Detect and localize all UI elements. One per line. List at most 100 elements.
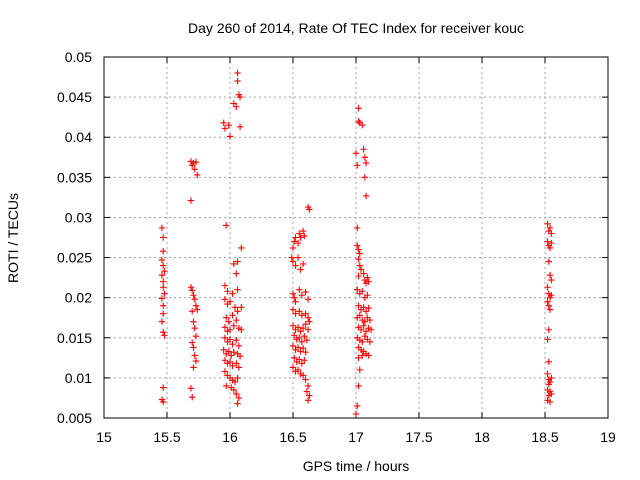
data-point-marker <box>226 133 234 140</box>
data-point-marker <box>360 146 367 153</box>
data-point-marker <box>355 272 362 280</box>
data-point-marker <box>187 284 195 291</box>
data-point-marker <box>546 398 554 406</box>
data-point-marker <box>304 397 312 404</box>
data-point-marker <box>548 230 555 237</box>
data-point-marker <box>544 220 551 228</box>
data-point-marker <box>292 298 299 305</box>
data-point-marker <box>362 192 370 199</box>
data-point-marker <box>158 318 166 325</box>
x-tick-labels: 15 15.5 16 16.5 17 17.5 18 18.5 19 <box>96 429 616 445</box>
data-point-marker <box>296 356 303 363</box>
data-point-marker <box>294 344 302 351</box>
data-point-marker <box>226 358 234 366</box>
x-tick-label: 15.5 <box>153 429 180 445</box>
data-point-marker <box>289 244 297 252</box>
data-point-marker <box>291 354 298 362</box>
data-point-marker <box>190 292 197 299</box>
data-point-marker <box>236 123 244 130</box>
data-point-marker <box>297 234 304 241</box>
data-point-marker <box>297 328 304 335</box>
data-point-marker <box>296 230 303 237</box>
data-point-marker <box>161 267 168 275</box>
data-point-marker <box>160 302 167 309</box>
data-point-marker <box>234 400 241 407</box>
x-tick-label: 15 <box>96 429 112 445</box>
data-point-marker <box>223 314 230 321</box>
y-tick-label: 0.045 <box>57 89 92 105</box>
data-point-marker <box>545 392 552 399</box>
data-point-marker <box>306 392 313 399</box>
data-point-marker <box>361 154 369 161</box>
data-point-marker <box>362 159 370 167</box>
data-point-marker <box>235 342 243 349</box>
data-point-marker <box>359 121 366 129</box>
y-tick-label: 0.015 <box>57 330 92 346</box>
y-tick-label: 0.025 <box>57 250 92 266</box>
data-point-marker <box>194 171 201 179</box>
data-point-marker <box>233 270 240 277</box>
data-point-marker <box>303 388 311 395</box>
data-point-marker <box>366 338 374 345</box>
data-point-marker <box>302 310 309 317</box>
data-point-marker <box>226 336 234 343</box>
data-point-marker <box>231 304 239 311</box>
data-point-marker <box>192 357 200 365</box>
data-point-marker <box>221 282 229 289</box>
x-tick-label: 16.5 <box>279 429 306 445</box>
data-point-marker <box>160 278 167 285</box>
x-tick-label: 19 <box>600 429 616 445</box>
data-point-marker <box>546 224 554 232</box>
data-point-marker <box>544 298 551 305</box>
data-point-marker <box>545 258 552 265</box>
data-point-marker <box>355 255 362 263</box>
data-point-marker <box>306 206 313 213</box>
data-point-marker <box>189 287 196 294</box>
data-point-marker <box>545 302 552 309</box>
data-point-marker <box>189 339 196 346</box>
data-point-marker <box>365 352 372 359</box>
data-point-marker <box>367 326 375 333</box>
data-point-marker <box>221 324 229 331</box>
data-point-marker <box>299 227 307 235</box>
data-point-marker <box>304 296 312 303</box>
data-point-marker <box>354 242 361 249</box>
data-point-marker <box>355 105 362 112</box>
data-point-marker <box>187 385 195 392</box>
data-point-marker <box>234 286 241 293</box>
chart-title: Day 260 of 2014, Rate Of TEC Index for r… <box>188 20 524 36</box>
data-point-marker <box>223 382 230 390</box>
data-point-marker <box>194 306 201 313</box>
data-point-marker <box>160 234 167 241</box>
data-point-marker <box>294 324 302 331</box>
data-point-marker <box>294 366 302 374</box>
data-point-marker <box>224 288 231 295</box>
data-point-marker <box>357 326 365 333</box>
data-point-marker <box>357 266 365 273</box>
data-point-marker <box>301 332 308 340</box>
data-point-marker <box>158 256 166 264</box>
x-tick-label: 18.5 <box>531 429 558 445</box>
data-point-marker <box>301 357 308 364</box>
y-tick-labels: 0.005 0.01 0.015 0.02 0.025 0.03 0.035 0.04 0.04… <box>57 49 92 426</box>
data-point-marker <box>289 258 297 265</box>
data-point-marker <box>190 344 197 351</box>
data-point-marker <box>291 332 298 339</box>
data-point-marker <box>301 232 308 240</box>
data-point-marker <box>296 334 303 341</box>
data-point-marker <box>221 368 229 375</box>
data-point-marker <box>160 310 167 317</box>
x-axis-label: GPS time / hours <box>303 458 410 474</box>
y-tick-label: 0.02 <box>65 290 92 306</box>
data-point-marker <box>191 166 198 173</box>
x-tick-label: 18 <box>474 429 490 445</box>
data-point-marker <box>365 278 372 285</box>
data-point-marker <box>354 402 361 410</box>
data-point-marker <box>304 314 312 321</box>
data-point-marker <box>231 378 239 386</box>
data-point-marker <box>234 374 241 382</box>
data-point-marker <box>234 77 241 85</box>
data-point-marker <box>546 272 554 279</box>
data-point-marker <box>546 306 554 313</box>
data-point-marker <box>226 298 234 305</box>
